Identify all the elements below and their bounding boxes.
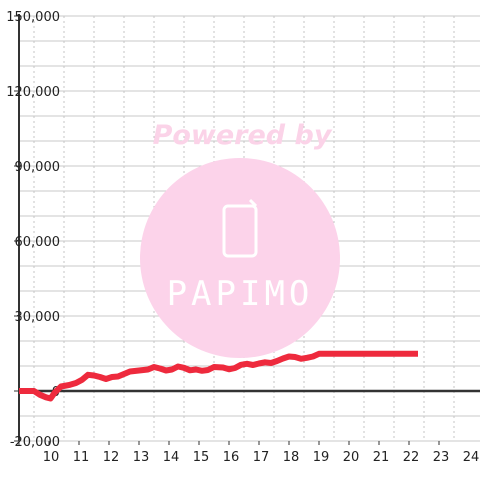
x-tick-label: 22 <box>403 450 420 465</box>
x-tick-label: 23 <box>433 450 450 465</box>
tick-labels: -20,000030,00060,00090,000120,000150,000… <box>6 10 479 465</box>
x-tick-label: 10 <box>43 450 60 465</box>
phone-icon <box>222 198 258 258</box>
x-tick-label: 11 <box>73 450 90 465</box>
series-group <box>19 350 418 402</box>
x-tick-label: 17 <box>253 450 270 465</box>
grid-lines <box>19 15 480 442</box>
axes <box>14 14 480 445</box>
x-tick-label: 19 <box>313 450 330 465</box>
series-line <box>19 350 418 402</box>
x-tick-label: 24 <box>463 450 480 465</box>
x-tick-label: 18 <box>283 450 300 465</box>
watermark-circle <box>140 158 340 358</box>
watermark: Powered by PAPIMO <box>140 120 340 358</box>
x-tick-label: 15 <box>193 450 210 465</box>
x-tick-label: 14 <box>163 450 180 465</box>
y-tick-label: -20,000 <box>10 435 60 450</box>
y-tick-label: 30,000 <box>15 310 61 325</box>
x-tick-label: 12 <box>103 450 120 465</box>
x-tick-label: 16 <box>223 450 240 465</box>
y-tick-label: 60,000 <box>15 235 61 250</box>
x-tick-label: 21 <box>373 450 390 465</box>
x-tick-label: 20 <box>343 450 360 465</box>
watermark-text: Powered by <box>153 120 333 151</box>
y-tick-label: 150,000 <box>6 10 60 25</box>
y-tick-label: 120,000 <box>6 85 60 100</box>
watermark-brand: PAPIMO <box>167 274 314 314</box>
y-tick-label: 90,000 <box>15 160 61 175</box>
x-tick-label: 13 <box>133 450 150 465</box>
